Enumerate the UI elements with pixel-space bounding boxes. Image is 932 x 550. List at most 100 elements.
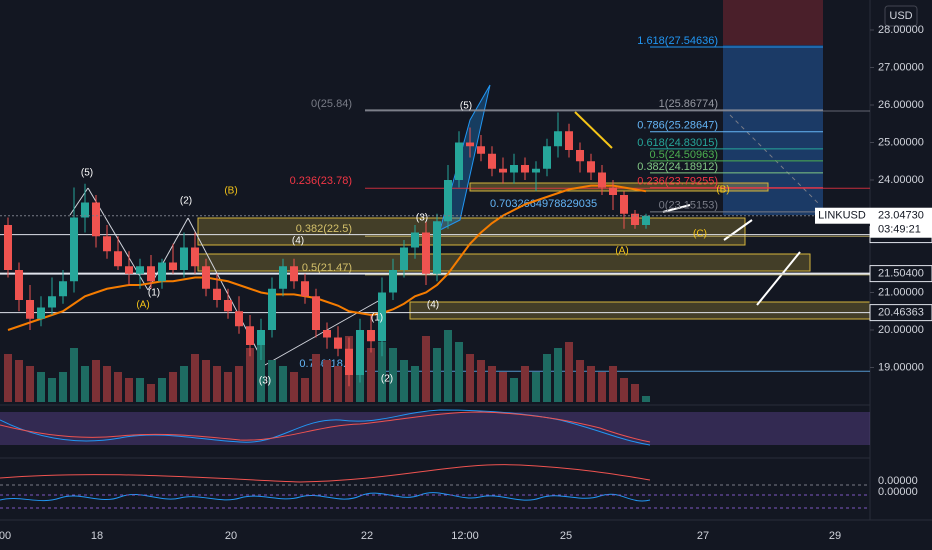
volume-bar bbox=[268, 360, 276, 402]
stop-zone bbox=[723, 0, 823, 45]
volume-bar bbox=[4, 354, 12, 402]
currency-box[interactable] bbox=[884, 5, 918, 27]
macd-signal bbox=[0, 464, 651, 483]
wave-label: (A) bbox=[136, 300, 149, 311]
candle-body bbox=[521, 165, 529, 173]
fib-label: 1(25.86774) bbox=[659, 98, 718, 110]
fib-label: 0.5(24.50963) bbox=[650, 149, 719, 161]
candle-body bbox=[246, 326, 254, 345]
volume-bar bbox=[48, 378, 56, 402]
volume-bar bbox=[125, 378, 133, 402]
volume-bar bbox=[180, 366, 188, 402]
macd-zero-label: 0.00000 bbox=[878, 475, 918, 487]
trend-line bbox=[574, 111, 613, 149]
volume-bar bbox=[15, 360, 23, 402]
candle-body bbox=[125, 266, 133, 274]
volume-bar bbox=[609, 366, 617, 402]
candle-body bbox=[15, 270, 23, 300]
candle-body bbox=[455, 142, 463, 180]
candle-body bbox=[411, 232, 419, 248]
candle-body bbox=[345, 348, 353, 375]
volume-bar bbox=[158, 378, 166, 402]
candle-body bbox=[169, 262, 177, 270]
candle-body bbox=[213, 288, 221, 300]
candle-body bbox=[202, 266, 210, 289]
fib-label: 0.236(23.79255) bbox=[637, 176, 718, 188]
volume-bar bbox=[389, 348, 397, 402]
volume-bar bbox=[70, 348, 78, 402]
volume-bar bbox=[290, 372, 298, 402]
trend-line bbox=[729, 114, 821, 206]
volume-bar bbox=[521, 366, 529, 402]
candle-body bbox=[378, 292, 386, 342]
candle-body bbox=[477, 146, 485, 154]
candle-body bbox=[70, 217, 78, 282]
x-tick-label: 27 bbox=[697, 530, 709, 542]
volume-bar bbox=[103, 366, 111, 402]
price-tag bbox=[869, 304, 932, 322]
osc-zero-label: 0.00000 bbox=[878, 486, 918, 498]
countdown: 03:49:21 bbox=[878, 224, 921, 236]
candle-body bbox=[488, 153, 496, 169]
zone bbox=[197, 253, 811, 272]
candle-body bbox=[268, 288, 276, 330]
volume-bar bbox=[620, 378, 628, 402]
volume-bar bbox=[532, 372, 540, 402]
volume-bar bbox=[367, 348, 375, 402]
candle-body bbox=[4, 225, 12, 270]
candle-body bbox=[48, 296, 56, 308]
volume-bar bbox=[114, 372, 122, 402]
volume-bar bbox=[554, 348, 562, 402]
candle-body bbox=[510, 165, 518, 173]
x-tick-label: 22 bbox=[361, 530, 373, 542]
volume-bar bbox=[587, 366, 595, 402]
volume-bar bbox=[631, 384, 639, 402]
candle-body bbox=[598, 172, 606, 188]
candle-body bbox=[136, 266, 144, 274]
wave-label: (C) bbox=[693, 229, 707, 240]
wave-label: (3) bbox=[416, 213, 428, 224]
candle-body bbox=[158, 262, 166, 282]
zone bbox=[197, 217, 746, 246]
candle-body bbox=[59, 281, 67, 297]
candle-body bbox=[532, 168, 540, 173]
candle-body bbox=[576, 150, 584, 162]
candle-body bbox=[642, 215, 650, 225]
y-tick-label: 25.00000 bbox=[878, 136, 924, 148]
rsi-signal bbox=[0, 411, 651, 443]
volume-bar bbox=[213, 366, 221, 402]
volume-bar bbox=[378, 342, 386, 402]
fib-label: 0.236(23.78) bbox=[290, 175, 352, 187]
candle-body bbox=[367, 330, 375, 342]
symbol-tag bbox=[815, 207, 870, 224]
volume-bar bbox=[598, 372, 606, 402]
candle-body bbox=[609, 187, 617, 195]
wave-label: (4) bbox=[292, 236, 304, 247]
y-tick-label: 26.00000 bbox=[878, 99, 924, 111]
candle-body bbox=[257, 330, 265, 345]
candle-body bbox=[312, 296, 320, 330]
x-tick-label: 12:00 bbox=[451, 530, 479, 542]
volume-bar bbox=[565, 342, 573, 402]
volume-bar bbox=[642, 396, 650, 402]
symbol-label: LINKUSD bbox=[818, 210, 866, 222]
wave-label: (1) bbox=[371, 313, 383, 324]
candle-body bbox=[565, 131, 573, 150]
y-tick-label: 28.00000 bbox=[878, 24, 924, 36]
currency[interactable]: USD bbox=[889, 10, 912, 22]
moving-average bbox=[7, 184, 647, 331]
candle-body bbox=[466, 142, 474, 147]
candle-body bbox=[554, 131, 562, 147]
wave-label: (2) bbox=[180, 196, 192, 207]
candle-body bbox=[543, 146, 551, 169]
wave-label: (A) bbox=[615, 246, 628, 257]
volume-bar bbox=[202, 360, 210, 402]
x-tick-label: 25 bbox=[560, 530, 572, 542]
wave-label: (B) bbox=[224, 186, 237, 197]
osc-line bbox=[0, 492, 651, 502]
x-tick-label: 00 bbox=[0, 530, 11, 542]
volume-bar bbox=[323, 360, 331, 402]
fib-label: 0.382(22.5) bbox=[296, 223, 352, 235]
candle-body bbox=[81, 202, 89, 218]
